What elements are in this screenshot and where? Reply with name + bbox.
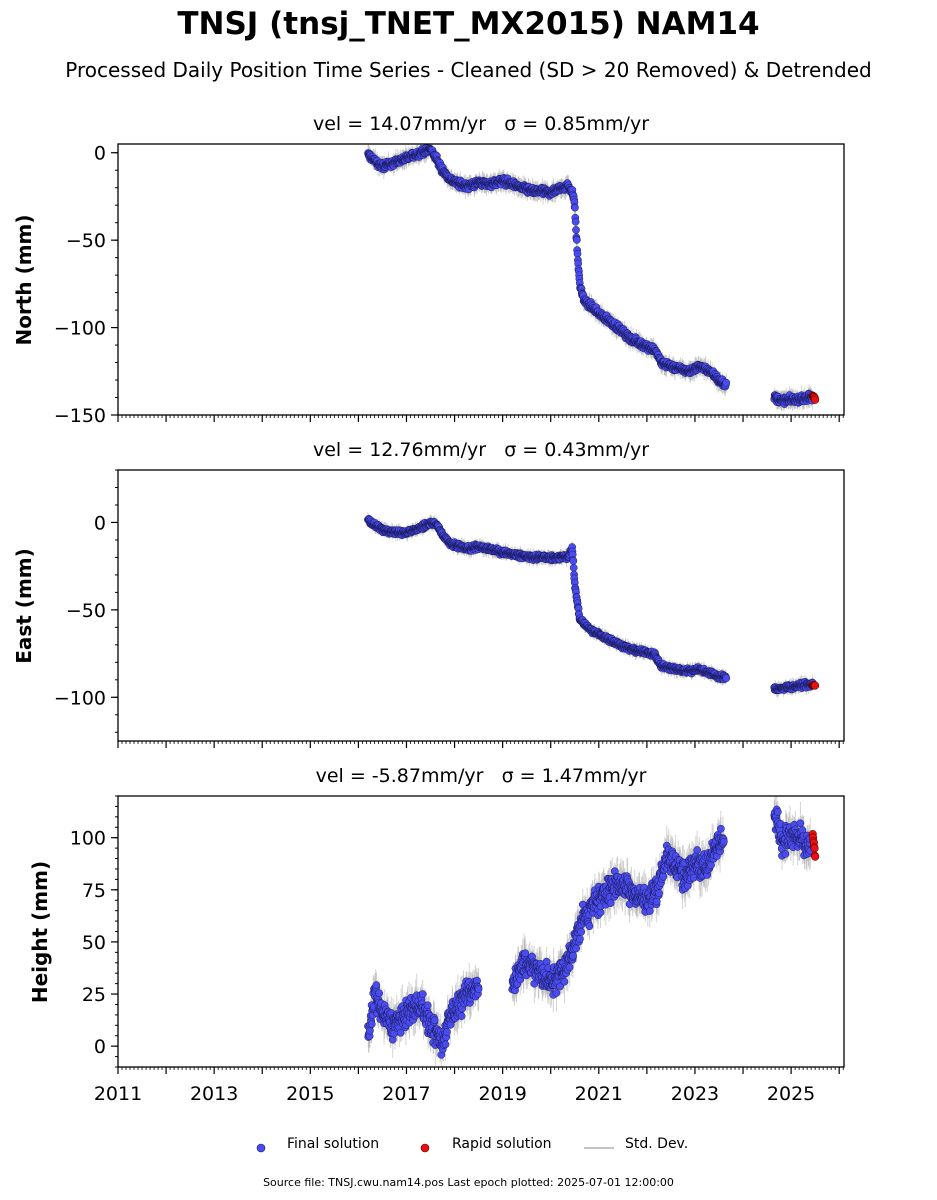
plot-east: 0−50−100 [54,469,845,748]
final-point [573,236,581,244]
figure-title: TNSJ (tnsj_TNET_MX2015) NAM14 [177,6,760,42]
std-dev-bars [367,511,814,698]
final-solution-points [364,515,817,695]
plot-north: 0 −50 −100 −150 [54,143,845,427]
panel-title-height: vel = -5.87mm/yr σ = 1.47mm/yr [118,765,844,787]
rapid-solution-points [808,391,820,404]
axes-frame [117,143,845,416]
final-point [722,378,731,387]
final-solution-points [364,144,817,408]
final-point [569,557,578,565]
y-tick-label: −150 [54,405,106,427]
final-point [571,217,580,226]
rapid-point [811,395,820,404]
figure-subtitle: Processed Daily Position Time Series - C… [65,58,872,82]
panel-title-north: vel = 14.07mm/yr σ = 0.85mm/yr [118,113,844,135]
sigma-label: σ = 0.43mm/yr [504,439,650,461]
velocity-label: vel = 14.07mm/yr [312,113,487,135]
sigma-label: σ = 1.47mm/yr [501,765,647,787]
sigma-label: σ = 0.85mm/yr [504,113,650,135]
y-tick-label: 0 [94,143,106,165]
std-dev-bars [367,144,814,412]
y-tick-label: −50 [66,230,106,252]
data-layer [364,511,820,698]
data-layer [364,144,820,412]
final-point [572,226,580,234]
final-point [569,563,578,572]
y-tick-label: −100 [54,318,106,340]
panel-title-east: vel = 12.76mm/yr σ = 0.43mm/yr [118,439,844,461]
velocity-label: vel = 12.76mm/yr [312,439,487,461]
final-point [571,203,579,212]
velocity-label: vel = -5.87mm/yr [315,765,484,787]
